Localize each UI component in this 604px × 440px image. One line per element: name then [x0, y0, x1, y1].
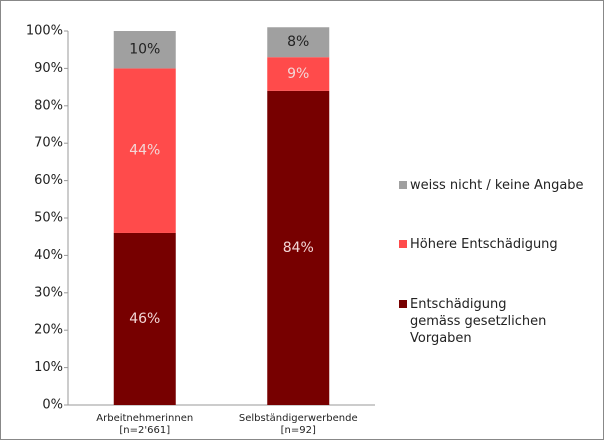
- bar-segment: [267, 27, 330, 58]
- legend-swatch: [399, 181, 407, 189]
- x-tick-label: Arbeitnehmerinnen: [96, 413, 193, 424]
- x-tick-note: [n=2'661]: [119, 425, 170, 436]
- y-tick-label: 100%: [26, 24, 63, 39]
- legend-label: Entschädigung gemäss gesetzlichen Vorgab…: [410, 297, 547, 346]
- data-label: 46%: [129, 311, 160, 327]
- y-tick-label: 40%: [34, 248, 63, 263]
- data-label: 9%: [287, 66, 309, 82]
- y-tick-label: 30%: [34, 285, 63, 300]
- y-tick-label: 0%: [42, 398, 63, 413]
- bar-segment: [267, 57, 330, 91]
- y-tick-label: 50%: [34, 211, 63, 226]
- y-tick-label: 70%: [34, 136, 63, 151]
- y-tick-label: 90%: [34, 61, 63, 76]
- y-tick-label: 60%: [34, 173, 63, 188]
- data-label: 44%: [129, 143, 160, 159]
- legend-item: weiss nicht / keine Angabe: [399, 177, 604, 194]
- data-label: 8%: [287, 34, 309, 50]
- legend-item: Höhere Entschädigung: [399, 236, 604, 253]
- y-tick-label: 10%: [34, 360, 63, 375]
- legend-swatch: [399, 240, 407, 248]
- data-label: 84%: [283, 240, 314, 256]
- bar-segment: [267, 90, 330, 405]
- bar-segment: [113, 68, 176, 233]
- x-tick-label: Selbständigerwerbende: [239, 413, 358, 424]
- legend-label: weiss nicht / keine Angabe: [410, 178, 584, 193]
- bar-segment: [113, 232, 176, 405]
- bar-segment: [113, 31, 176, 69]
- y-tick-label: 20%: [34, 323, 63, 338]
- legend-item: Entschädigung gemäss gesetzlichen Vorgab…: [399, 296, 559, 347]
- data-label: 10%: [129, 42, 160, 58]
- y-tick-label: 80%: [34, 98, 63, 113]
- legend-swatch: [399, 300, 407, 308]
- x-tick-note: [n=92]: [281, 425, 316, 436]
- legend-label: Höhere Entschädigung: [410, 237, 558, 252]
